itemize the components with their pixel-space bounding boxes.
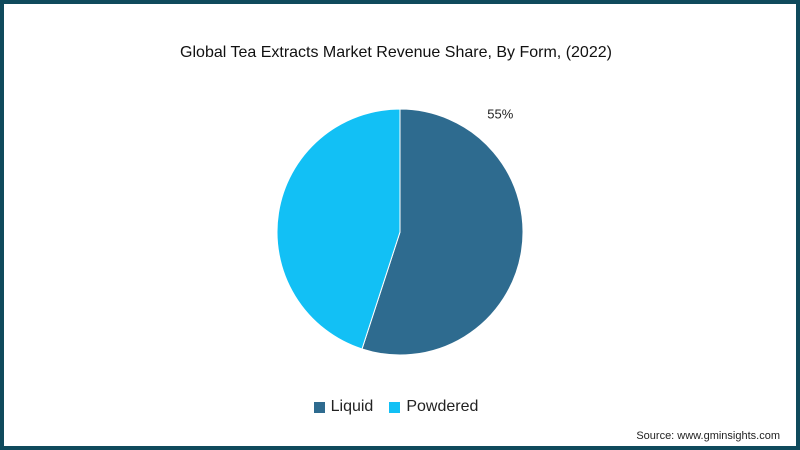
legend-swatch-powdered — [389, 401, 401, 413]
legend-item-liquid: Liquid — [313, 398, 374, 416]
pie-chart: 55% — [276, 107, 524, 356]
data-label-liquid: 55% — [487, 107, 513, 122]
legend-item-powdered: Powdered — [389, 398, 478, 416]
pie-slice-powdered — [276, 108, 401, 350]
legend-swatch-liquid — [313, 401, 325, 413]
legend-label-powdered: Powdered — [406, 398, 479, 415]
legend: Liquid Powdered — [4, 398, 788, 416]
pie-slice-liquid — [361, 108, 524, 356]
chart-title: Global Tea Extracts Market Revenue Share… — [180, 44, 612, 61]
legend-label-liquid: Liquid — [330, 398, 374, 415]
source-note: Source: www.gminsights.com — [636, 430, 780, 442]
